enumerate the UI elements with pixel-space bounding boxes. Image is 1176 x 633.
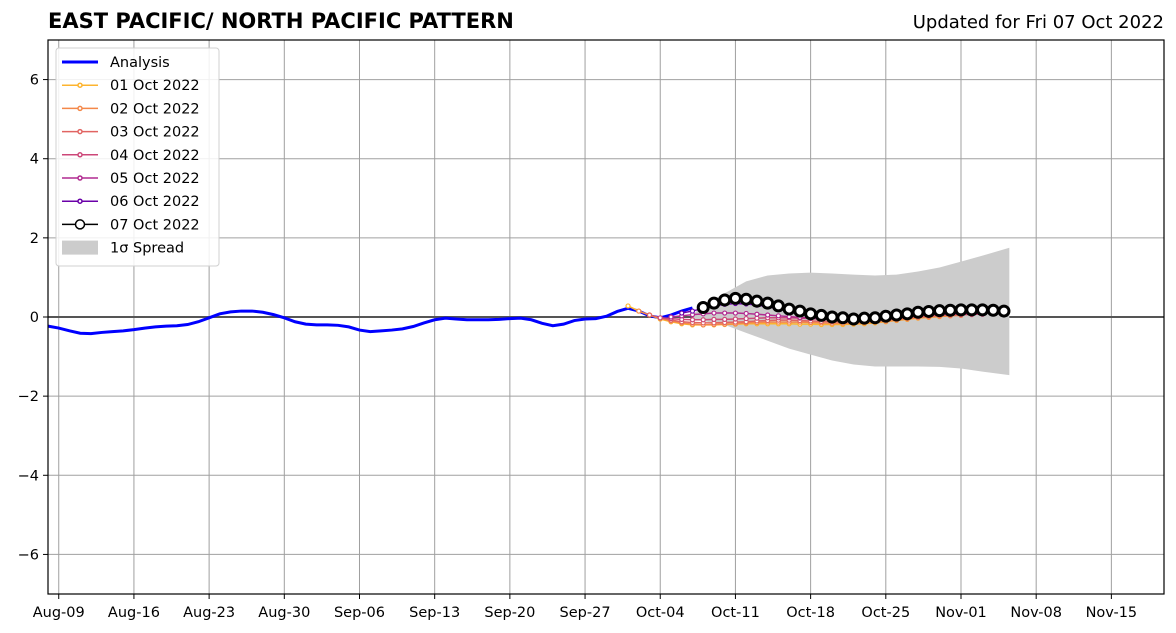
forecast-point (765, 312, 771, 318)
forecast-point (689, 317, 696, 323)
forecast-point (911, 305, 925, 319)
x-tick-label: Nov-01 (935, 605, 987, 621)
forecast-point (707, 296, 721, 310)
legend-marker (77, 198, 83, 204)
y-tick-label: −2 (18, 389, 39, 405)
forecast-point (943, 303, 957, 317)
x-tick-label: Sep-27 (560, 605, 611, 621)
forecast-point (847, 312, 861, 326)
forecast-point (728, 291, 742, 305)
legend-marker (77, 128, 83, 135)
forecast-point (933, 304, 947, 318)
forecast-point (700, 317, 706, 323)
forecast-point (857, 311, 871, 325)
legend-marker (77, 82, 83, 88)
forecast-point (743, 310, 749, 317)
legend-marker (77, 175, 83, 181)
y-tick-label: −4 (18, 468, 39, 484)
forecast-point (754, 311, 760, 317)
legend-label: 01 Oct 2022 (110, 78, 200, 94)
forecast-point (954, 303, 968, 317)
x-tick-label: Sep-20 (484, 605, 535, 621)
forecast-point (646, 312, 653, 318)
x-tick-label: Aug-30 (258, 605, 310, 621)
legend-label: 02 Oct 2022 (110, 101, 200, 117)
forecast-point (696, 301, 710, 315)
x-tick-label: Aug-16 (108, 605, 160, 621)
forecast-point (997, 304, 1011, 318)
forecast-point (825, 310, 839, 324)
axes-frame (47, 39, 1165, 595)
forecast-point (743, 315, 749, 322)
legend-label: Analysis (110, 55, 170, 71)
x-tick-label: Oct-18 (786, 605, 835, 621)
legend-label: 07 Oct 2022 (110, 217, 200, 233)
analysis-line (47, 306, 693, 336)
forecast-point (711, 316, 717, 322)
forecast-point (722, 316, 728, 322)
forecast-point (965, 303, 979, 317)
x-tick-label: Sep-13 (409, 605, 460, 621)
y-tick-label: 2 (30, 231, 39, 247)
legend-swatch (62, 240, 98, 255)
forecast-point (636, 308, 642, 314)
forecast-point (775, 313, 781, 319)
forecast-point (722, 310, 728, 316)
forecast-point (879, 309, 893, 323)
legend-marker (77, 152, 83, 158)
forecast-point (771, 299, 785, 313)
forecast-point (668, 314, 674, 320)
forecast-point (868, 311, 882, 325)
forecast-point (718, 293, 732, 307)
forecast-point (793, 304, 807, 318)
forecast-point (836, 311, 850, 325)
forecast-point (922, 304, 936, 318)
x-tick-label: Oct-04 (636, 605, 685, 621)
forecast-point (711, 310, 717, 316)
forecast-point (732, 316, 739, 322)
x-tick-label: Oct-25 (861, 605, 910, 621)
forecast-point (761, 296, 775, 310)
legend-box (55, 47, 220, 267)
legend-label: 06 Oct 2022 (110, 194, 200, 210)
forecast-point (689, 308, 696, 314)
y-tick-label: −6 (18, 547, 39, 563)
legend-marker (74, 219, 86, 230)
forecast-point (900, 307, 914, 321)
forecast-point (625, 303, 631, 309)
x-tick-label: Nov-08 (1010, 605, 1062, 621)
spread-band (692, 247, 1010, 376)
legend-label: 04 Oct 2022 (110, 148, 200, 164)
x-tick-label: Sep-06 (334, 605, 385, 621)
forecast-series (696, 291, 1011, 326)
forecast-point (804, 307, 818, 321)
forecast-point (975, 303, 989, 317)
y-tick-label: 6 (30, 73, 39, 89)
chart-subtitle: Updated for Fri 07 Oct 2022 (912, 12, 1164, 33)
forecast-point (782, 302, 796, 316)
forecast-point (739, 292, 753, 306)
legend-label: 03 Oct 2022 (110, 125, 200, 141)
forecast-point (986, 303, 1000, 317)
forecast-point (890, 308, 904, 322)
forecast-point (814, 308, 828, 322)
forecast-point (750, 294, 764, 308)
y-tick-label: 0 (30, 310, 39, 326)
forecast-point (657, 315, 663, 321)
legend: Analysis 01 Oct 2022 02 Oct 2022 03 Oct 202… (55, 47, 220, 267)
x-tick-label: Nov-15 (1086, 605, 1138, 621)
forecast-point (679, 310, 685, 316)
x-tick-label: Aug-23 (183, 605, 235, 621)
x-tick-label: Oct-11 (711, 605, 760, 621)
legend-label: 05 Oct 2022 (110, 171, 200, 187)
legend-marker (77, 105, 83, 112)
chart-title: EAST PACIFIC/ NORTH PACIFIC PATTERN (48, 9, 514, 33)
x-tick-label: Aug-09 (33, 605, 85, 621)
legend-label: 1σ Spread (110, 241, 184, 257)
y-tick-label: 4 (30, 152, 39, 168)
forecast-point (732, 310, 739, 316)
